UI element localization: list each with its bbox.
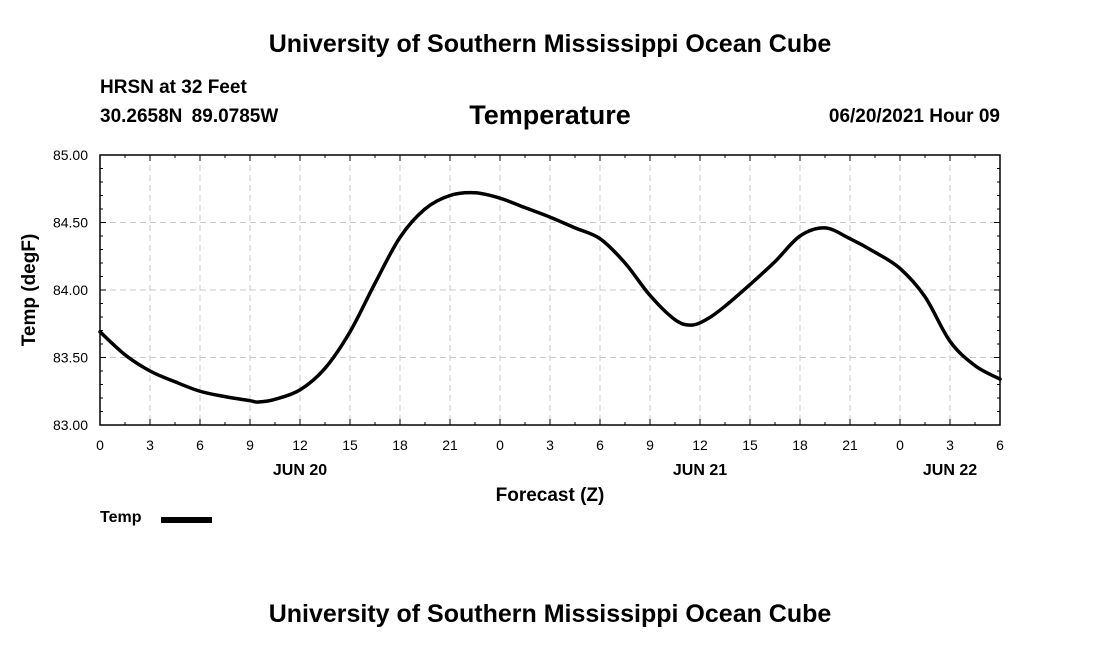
x-tick-label: 18 bbox=[792, 437, 808, 453]
x-tick-label: 9 bbox=[646, 437, 654, 453]
axis-ticks bbox=[99, 154, 1001, 426]
x-tick-label: 18 bbox=[392, 437, 408, 453]
x-tick-label: 9 bbox=[246, 437, 254, 453]
x-tick-label: 0 bbox=[496, 437, 504, 453]
x-tick-label: 21 bbox=[442, 437, 458, 453]
y-tick-label: 84.50 bbox=[53, 215, 88, 231]
x-tick-label: 15 bbox=[342, 437, 358, 453]
series-line-temp bbox=[98, 190, 1002, 404]
date-label: JUN 22 bbox=[923, 462, 977, 479]
axis-labels: 0 3 6 9 12 15 18 21 0 3 6 9 12 15 18 21 0 3 6 83.00 83.50 84.… bbox=[19, 147, 1004, 506]
x-tick-label: 3 bbox=[546, 437, 554, 453]
x-tick-label: 12 bbox=[692, 437, 708, 453]
x-tick-label: 12 bbox=[292, 437, 308, 453]
x-tick-label: 6 bbox=[196, 437, 204, 453]
y-tick-label: 83.50 bbox=[53, 350, 88, 366]
variable-title: Temperature bbox=[469, 100, 631, 130]
x-tick-label: 21 bbox=[842, 437, 858, 453]
y-axis-title: Temp (degF) bbox=[19, 234, 40, 347]
station-coordinates: 30.2658N 89.0785W bbox=[100, 106, 279, 127]
grid-lines bbox=[100, 155, 1000, 425]
x-tick-label: 6 bbox=[996, 437, 1004, 453]
date-label: JUN 20 bbox=[273, 462, 327, 479]
date-label: JUN 21 bbox=[673, 462, 727, 479]
chart-header-title: University of Southern Mississippi Ocean… bbox=[268, 30, 832, 58]
chart-footer-title: University of Southern Mississippi Ocean… bbox=[268, 600, 832, 628]
y-tick-label: 84.00 bbox=[53, 282, 88, 298]
y-tick-label: 83.00 bbox=[53, 417, 88, 433]
legend-swatch-temp bbox=[161, 517, 212, 523]
forecast-datetime: 06/20/2021 Hour 09 bbox=[828, 106, 1000, 127]
x-tick-label: 3 bbox=[146, 437, 154, 453]
x-tick-label: 0 bbox=[896, 437, 904, 453]
legend-label-temp: Temp bbox=[100, 509, 142, 526]
series-layer bbox=[98, 190, 1002, 404]
x-axis-title: Forecast (Z) bbox=[496, 485, 605, 506]
station-name: HRSN at 32 Feet bbox=[100, 77, 247, 98]
x-tick-label: 0 bbox=[96, 437, 104, 453]
x-tick-label: 3 bbox=[946, 437, 954, 453]
x-tick-label: 6 bbox=[596, 437, 604, 453]
x-tick-label: 15 bbox=[742, 437, 758, 453]
y-tick-label: 85.00 bbox=[53, 147, 88, 163]
